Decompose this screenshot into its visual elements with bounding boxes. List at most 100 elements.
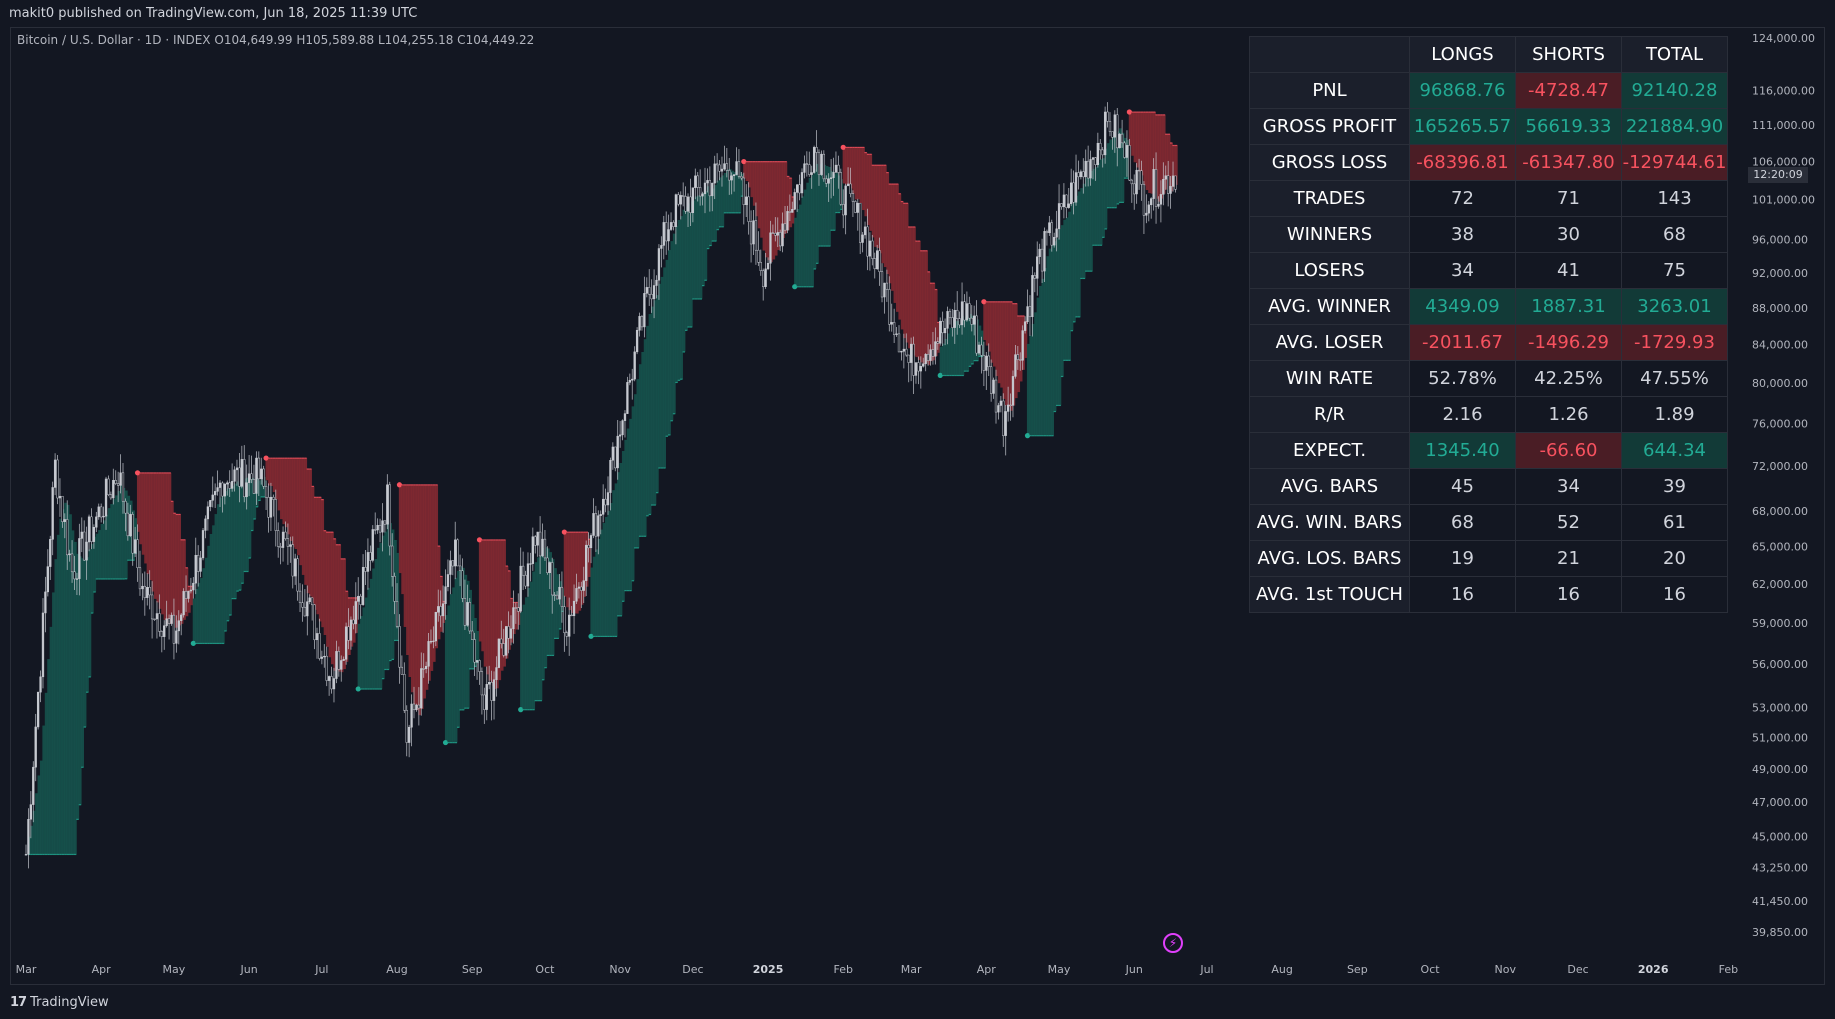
long-band [1102, 158, 1105, 238]
short-band [748, 161, 751, 188]
x-tick-label: Nov [1495, 963, 1517, 976]
stats-cell: -66.60 [1515, 432, 1622, 469]
trail-stop [459, 709, 462, 711]
trail-stop [299, 457, 302, 459]
trail-stop [866, 153, 870, 155]
candle-body [206, 506, 210, 520]
short-band [786, 176, 790, 231]
trail-stop [1133, 111, 1137, 113]
trail-stop [396, 639, 399, 642]
candle-body [1072, 182, 1075, 203]
candle-body [279, 546, 282, 548]
candle-body [126, 512, 129, 537]
trail-stop [942, 374, 945, 377]
candle-body [994, 379, 998, 413]
candle-body [614, 446, 617, 469]
trail-stop [1029, 435, 1032, 437]
symbol-legend[interactable]: Bitcoin / U.S. Dollar · 1D · INDEX O104,… [17, 33, 534, 47]
brand-name[interactable]: TradingView [30, 994, 109, 1010]
short-band [340, 558, 344, 673]
candle-body [628, 379, 631, 383]
lightning-icon[interactable]: ⚡ [1163, 933, 1183, 953]
short-band [1002, 301, 1006, 399]
trail-stop [66, 853, 70, 856]
trail-stop [1060, 375, 1064, 378]
trail-stop [706, 247, 710, 250]
long-band [115, 495, 118, 579]
long-band [1039, 285, 1042, 436]
short-band [903, 203, 907, 339]
candle-body [1118, 133, 1121, 149]
trail-stop [869, 153, 872, 155]
stats-cell: 41 [1515, 252, 1622, 289]
short-band [1157, 114, 1161, 202]
trail-stop [423, 484, 426, 486]
candle-body [146, 586, 149, 598]
stats-row: AVG. LOSER -2011.67 -1496.29 -1729.93 [1249, 324, 1728, 361]
tradingview-logo-icon[interactable]: 17 [10, 994, 27, 1010]
candle-body [888, 289, 891, 325]
candle-body [526, 563, 530, 587]
trail-stop [944, 374, 947, 377]
long-band [1070, 203, 1074, 331]
long-band [806, 182, 810, 287]
trail-stop [701, 285, 705, 287]
long-band [98, 530, 101, 579]
short-band [842, 147, 846, 184]
trail-stop [668, 434, 671, 436]
candle-body [252, 479, 256, 494]
candle-body [776, 232, 779, 236]
short-band [854, 147, 858, 200]
x-tick-label: Jul [314, 963, 328, 976]
long-band [1082, 183, 1086, 279]
long-band [828, 166, 831, 246]
trail-stop [1092, 244, 1095, 246]
candle-body [1101, 149, 1104, 156]
candle-body [655, 279, 658, 286]
candle-body [36, 691, 40, 728]
long-band [820, 162, 824, 246]
candle-body [247, 473, 251, 483]
trail-stop [612, 635, 615, 638]
candle-body [315, 633, 319, 641]
trail-stop [796, 286, 799, 288]
candle-body [129, 514, 132, 537]
short-band [1024, 321, 1028, 358]
trail-stop [372, 688, 375, 690]
trail-stop [430, 484, 433, 486]
short-band [1136, 111, 1139, 168]
candle-body [90, 516, 93, 542]
trail-stop [685, 329, 688, 331]
short-band [762, 161, 766, 251]
candle-body [216, 487, 219, 492]
trail-stop [238, 589, 242, 591]
stats-cell: 61 [1621, 504, 1728, 541]
candle-body [104, 478, 108, 517]
short-band [403, 484, 407, 627]
candle-body [400, 666, 404, 675]
long-band [704, 190, 708, 281]
trail-stop [711, 240, 715, 242]
short-band [168, 472, 172, 625]
candle-body [652, 285, 656, 300]
long-band [357, 623, 361, 689]
y-tick-label: 39,850.00 [1752, 926, 1808, 939]
stats-cell: 47.55% [1621, 360, 1728, 397]
trail-stop [1087, 270, 1090, 272]
candle-body [490, 682, 493, 701]
candle-body [68, 553, 71, 556]
trail-stop [32, 853, 36, 856]
candle-body [992, 379, 995, 394]
short-band [427, 484, 431, 681]
long-band [956, 320, 960, 376]
short-band [910, 226, 914, 350]
trail-stop [185, 567, 188, 569]
long-band [226, 488, 230, 621]
candle-body [468, 602, 471, 632]
candle-body [631, 378, 634, 381]
candle-body [1142, 184, 1146, 216]
trail-stop [910, 226, 913, 228]
trail-stop [275, 457, 278, 459]
trail-stop [1170, 142, 1173, 144]
